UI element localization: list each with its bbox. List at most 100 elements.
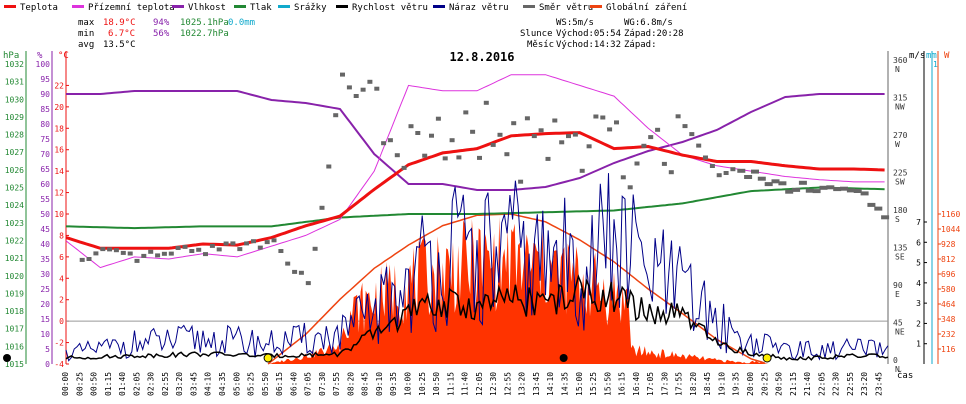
hpa-tick-label: 1026	[5, 166, 24, 175]
wind-direction-point	[819, 185, 828, 190]
wind-direction-point	[627, 185, 633, 190]
degc-tick-label: -2	[54, 339, 64, 348]
legend-swatch	[278, 5, 290, 8]
x-tick-label: 05:00	[232, 372, 241, 396]
pct-tick-label: 55	[40, 195, 50, 204]
pct-tick-label: 70	[40, 150, 50, 159]
w-tick-label: 464	[941, 300, 956, 309]
x-tick-label: 12:30	[489, 372, 498, 396]
wind-direction-point	[141, 253, 147, 258]
stats-avg-temp: 13.5°C	[103, 40, 136, 50]
x-tick-label: 18:20	[689, 372, 698, 396]
wind-direction-point	[367, 79, 373, 84]
wind-direction-point	[703, 155, 708, 160]
legend: Teplota Přízemní teplota Vlhkost Tlak Srážky…	[4, 3, 687, 13]
wind-direction-point	[826, 185, 835, 190]
stats-min-hum: 56%	[153, 29, 170, 39]
wind-direction-point	[326, 164, 332, 169]
stats-min-press: 1022.7hPa	[180, 29, 229, 39]
wind-direction-point	[168, 251, 174, 256]
x-tick-label: 14:10	[546, 372, 555, 396]
wind-direction-point	[107, 247, 113, 252]
legend-swatch	[172, 5, 184, 8]
wind-direction-point	[340, 72, 345, 77]
ms-tick-label: 7	[916, 218, 921, 227]
x-tick-label: 22:05	[817, 372, 826, 396]
moonrise-marker	[559, 354, 568, 362]
wind-direction-point	[764, 182, 773, 187]
w-tick-label: 116	[941, 345, 956, 354]
x-tick-label: 06:40	[289, 372, 298, 396]
wind-direction-point	[374, 86, 380, 91]
x-tick-label: 04:10	[204, 372, 213, 396]
wind-direction-point	[881, 215, 890, 220]
wind-direction-point	[408, 124, 414, 129]
pct-tick-label: 75	[40, 135, 50, 144]
legend-swatch	[336, 5, 348, 8]
x-tick-label: 19:10	[718, 372, 727, 396]
x-tick-label: 11:40	[461, 372, 470, 396]
dir-tick-label: 225	[893, 169, 908, 178]
wind-direction-point	[579, 168, 585, 173]
x-tick-label: 11:15	[446, 372, 455, 396]
w-tick-label: 232	[941, 330, 956, 339]
degc-tick-label: 14	[54, 167, 64, 176]
wind-direction-point	[278, 249, 284, 253]
legend-label: Náraz větru	[449, 3, 509, 13]
wind-direction-point	[86, 257, 92, 261]
wind-direction-point	[675, 114, 681, 119]
hpa-tick-label: 1018	[5, 307, 24, 316]
pct-tick-label: 30	[40, 270, 50, 279]
x-tick-label: 23:20	[860, 372, 869, 396]
sunset-marker	[762, 353, 772, 363]
wind-direction-point	[518, 179, 524, 184]
pct-tick-label: 35	[40, 255, 50, 264]
wind-direction-point	[456, 155, 462, 160]
x-tick-label: 04:35	[218, 372, 227, 396]
wind-direction-point	[696, 143, 702, 148]
wind-direction-point	[251, 239, 256, 244]
wind-direction-point	[360, 87, 366, 92]
x-tick-label: 03:45	[189, 372, 198, 396]
x-tick-label: 22:55	[846, 372, 855, 396]
dir-tick-compass: S	[895, 215, 900, 224]
x-tick-label: 19:35	[732, 372, 741, 396]
stats-max-label: max	[78, 18, 95, 28]
info-moon-label: Měsíc	[527, 40, 554, 50]
wind-direction-point	[148, 249, 154, 254]
wind-speed-line	[65, 274, 889, 361]
wind-direction-point	[285, 261, 291, 266]
wind-direction-point	[600, 115, 606, 120]
dir-tick-compass: NE	[895, 328, 905, 337]
x-tick-label: 10:00	[404, 372, 413, 396]
hpa-tick-label: 1022	[5, 236, 24, 245]
hpa-tick-label: 1023	[5, 219, 24, 228]
info-wg: WG:6.8m/s	[624, 18, 673, 28]
legend-label: Přízemní teplota	[88, 3, 175, 13]
x-tick-label: 07:30	[318, 372, 327, 396]
legend-swatch	[590, 5, 602, 8]
dir-tick-compass: SW	[895, 178, 905, 187]
wind-direction-point	[401, 165, 407, 170]
degc-tick-label: 20	[54, 103, 64, 112]
stats-block: max 18.9°C 94% 1025.1hPa 0.0mm min 6.7°C…	[78, 18, 255, 50]
wind-direction-point	[230, 241, 236, 246]
pct-tick-label: 20	[40, 300, 50, 309]
x-tick-label: 07:05	[304, 372, 313, 396]
legend-label: Srážky	[294, 3, 327, 13]
info-block: WS:5m/s WG:6.8m/s Slunce Východ:05:54 Zá…	[520, 18, 684, 50]
x-tick-label: 17:05	[646, 372, 655, 396]
wind-direction-point	[504, 152, 510, 157]
x-tick-label: 01:15	[104, 372, 113, 396]
x-tick-label: 20:50	[775, 372, 784, 396]
stats-min-label: min	[78, 29, 94, 39]
wind-direction-point	[353, 94, 359, 98]
stats-max-hum: 94%	[153, 18, 170, 28]
x-tick-label: 20:00	[746, 372, 755, 396]
unit-degc: °C	[58, 51, 69, 61]
hpa-tick-label: 1030	[5, 95, 24, 104]
wind-direction-point	[415, 131, 421, 135]
wind-direction-point	[257, 245, 263, 250]
wind-direction-point	[614, 120, 619, 125]
